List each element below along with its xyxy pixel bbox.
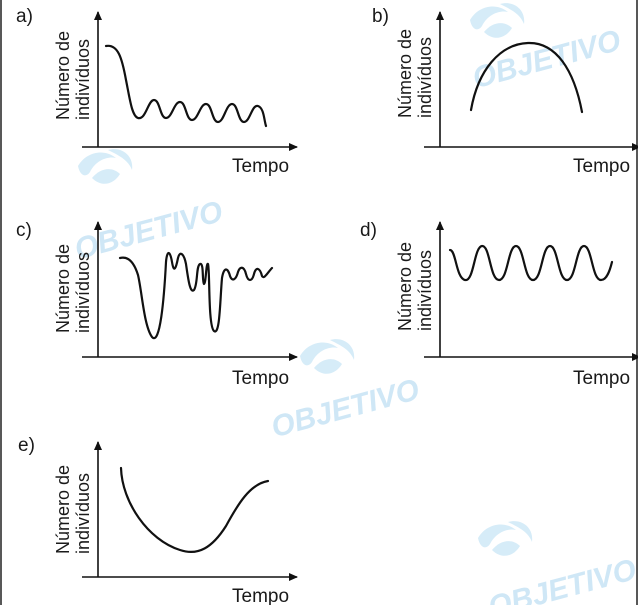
- y-axis-label: Número de: [395, 242, 415, 331]
- objetivo-logo-icon: [478, 521, 533, 556]
- panel-b: b) Número de indivíduos Tempo: [372, 6, 638, 177]
- panel-letter: a): [16, 6, 33, 27]
- panel-letter: e): [18, 435, 35, 456]
- panel-letter: c): [16, 220, 32, 241]
- x-axis-label: Tempo: [232, 368, 289, 389]
- y-axis-label: indivíduos: [73, 252, 93, 333]
- curve-b: [469, 41, 584, 114]
- watermark-left-mid: OBJETIVO: [71, 149, 226, 266]
- y-axis-label: Número de: [53, 465, 73, 554]
- watermark-top-right: OBJETIVO: [469, 3, 624, 95]
- y-axis-label: indivíduos: [73, 473, 93, 554]
- watermark-bottom-right: OBJETIVO: [478, 521, 638, 605]
- panel-a: a) Número de indivíduos Tempo: [16, 6, 298, 177]
- y-axis-label: indivíduos: [415, 250, 435, 331]
- panel-letter: b): [372, 6, 389, 27]
- x-axis-label: Tempo: [573, 156, 630, 177]
- x-axis-label: Tempo: [573, 368, 630, 389]
- x-axis-label: Tempo: [232, 586, 289, 605]
- panel-e: e) Número de indivíduos Tempo: [18, 435, 298, 605]
- y-axis-label: indivíduos: [415, 37, 435, 118]
- watermark-text: OBJETIVO: [268, 373, 423, 444]
- curve-c: [118, 251, 274, 340]
- curve-d: [448, 244, 614, 282]
- curve-e: [119, 466, 270, 553]
- watermark-text: OBJETIVO: [485, 553, 638, 605]
- watermark-center: OBJETIVO: [268, 339, 423, 444]
- y-axis-label: indivíduos: [73, 39, 93, 120]
- x-axis-label: Tempo: [232, 156, 289, 177]
- watermark-text: OBJETIVO: [71, 195, 226, 266]
- panel-c: c) Número de indivíduos Tempo: [16, 220, 298, 389]
- panel-d: d) Número de indivíduos Tempo: [360, 220, 638, 389]
- objetivo-logo-icon: [470, 3, 525, 38]
- panel-letter: d): [360, 220, 377, 241]
- y-axis-label: Número de: [53, 244, 73, 333]
- y-axis-label: Número de: [395, 29, 415, 118]
- curve-a: [104, 44, 268, 128]
- y-axis-label: Número de: [53, 31, 73, 120]
- objetivo-logo-icon: [300, 339, 355, 374]
- objetivo-logo-icon: [78, 149, 133, 184]
